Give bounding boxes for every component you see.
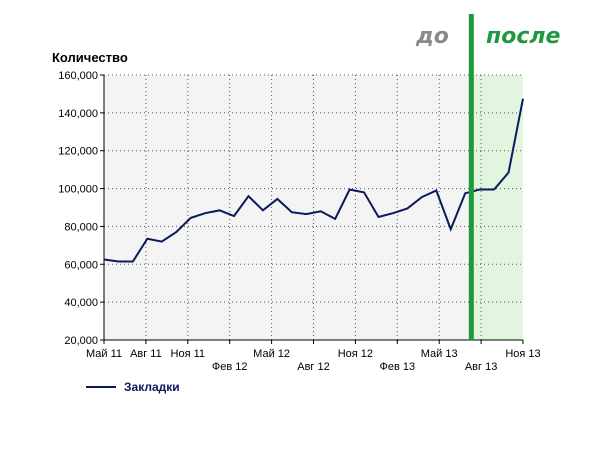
x-tick-label: Ноя 11: [171, 348, 206, 360]
y-tick-label: 20,000: [64, 335, 98, 347]
x-tick-label: Фев 13: [379, 361, 415, 373]
x-tick-label: Май 13: [421, 348, 458, 360]
y-tick-label: 60,000: [64, 259, 98, 271]
x-tick-label: Авг 13: [465, 361, 497, 373]
y-tick-label: 140,000: [58, 108, 98, 120]
x-tick-label: Авг 11: [130, 348, 162, 360]
y-tick-label: 40,000: [64, 297, 98, 309]
annotation-after: после: [486, 24, 561, 49]
y-axis-label: Количество: [52, 50, 128, 65]
x-tick-label: Фев 12: [212, 361, 248, 373]
y-tick-label: 160,000: [58, 70, 98, 82]
series-line: [103, 98, 524, 263]
y-tick-label: 100,000: [58, 184, 98, 196]
y-tick-label: 80,000: [64, 221, 98, 233]
x-tick-label: Май 12: [253, 348, 290, 360]
y-tick-label: 120,000: [58, 146, 98, 158]
legend-swatch: [86, 386, 116, 388]
x-tick-label: Ноя 12: [338, 348, 373, 360]
legend-label: Закладки: [124, 380, 180, 394]
x-tick-label: Май 11: [86, 348, 122, 360]
x-tick-label: Ноя 13: [505, 348, 540, 360]
x-tick-label: Авг 12: [297, 361, 329, 373]
legend: Закладки: [86, 380, 180, 394]
highlight-region: [471, 75, 523, 340]
annotation-before: до: [416, 24, 449, 49]
